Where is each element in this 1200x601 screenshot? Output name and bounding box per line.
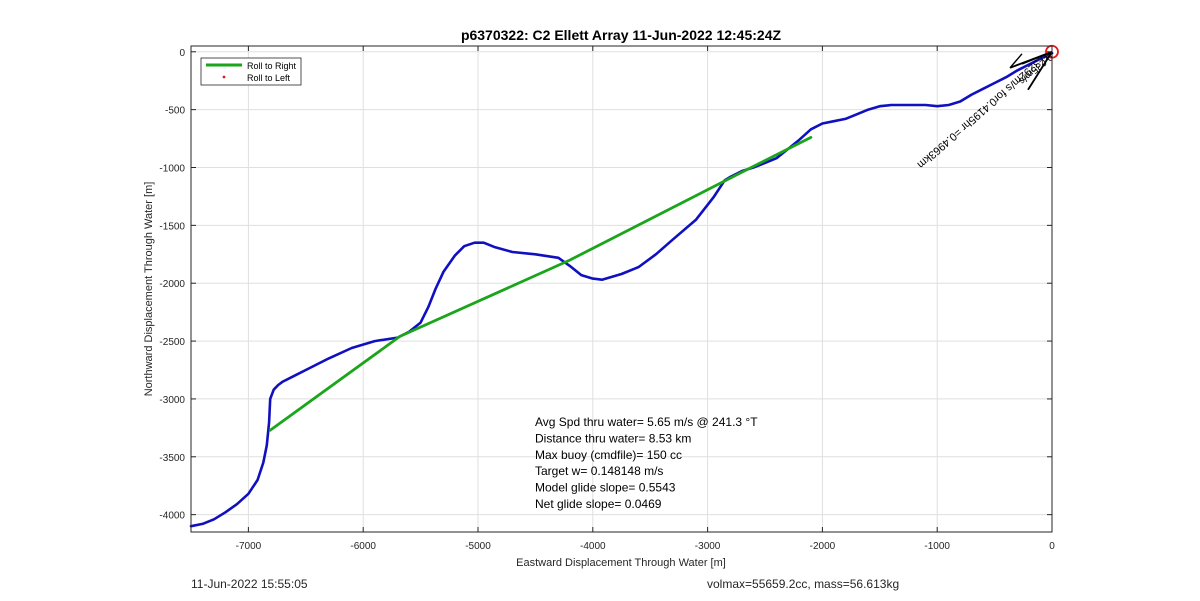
x-axis-label: Eastward Displacement Through Water [m] <box>516 557 726 569</box>
y-tick-label: -500 <box>165 106 185 117</box>
ticks: -7000 -6000 -5000 -4000 -3000 -2000 -1000 0 0 -50… <box>159 46 1055 552</box>
stats-annotation-line: Model glide slope= 0.5543 <box>535 481 676 495</box>
x-tick-label: -7000 <box>236 541 262 552</box>
x-tick-label: -4000 <box>580 541 606 552</box>
roll-right-line <box>268 135 813 432</box>
y-tick-label: -3500 <box>159 453 185 464</box>
stats-annotation-line: Avg Spd thru water= 5.65 m/s @ 241.3 °T <box>535 415 758 429</box>
x-tick-label: -2000 <box>810 541 836 552</box>
footer-volume-mass: volmax=55659.2cc, mass=56.613kg <box>707 577 900 591</box>
track-line <box>189 51 1054 528</box>
stats-annotation-line: Distance thru water= 8.53 km <box>535 431 691 445</box>
x-tick-label: -5000 <box>465 541 491 552</box>
y-axis-label: Northward Displacement Through Water [m] <box>143 182 155 397</box>
current-vector-line <box>1021 50 1053 65</box>
x-tick-label: -3000 <box>695 541 721 552</box>
stats-annotation-line: Max buoy (cmdfile)= 150 cc <box>535 448 682 462</box>
x-tick-label: -1000 <box>924 541 950 552</box>
y-tick-label: -2500 <box>159 337 185 348</box>
footer-timestamp: 11-Jun-2022 15:55:05 <box>191 577 308 591</box>
legend: Roll to Right Roll to Left <box>200 57 302 86</box>
y-tick-label: -3000 <box>159 395 185 406</box>
y-tick-label: 0 <box>179 48 185 59</box>
stats-annotation-line: Net glide slope= 0.0469 <box>535 497 662 511</box>
legend-box <box>200 57 302 86</box>
y-tick-label: -4000 <box>159 511 185 522</box>
legend-label-roll-left: Roll to Left <box>247 73 291 83</box>
axes-box <box>190 45 1053 533</box>
stats-annotations: Avg Spd thru water= 5.65 m/s @ 241.3 °T D… <box>535 415 758 511</box>
current-vector-line <box>1027 51 1053 91</box>
legend-swatch-roll-left <box>222 75 226 79</box>
y-tick-label: -1500 <box>159 221 185 232</box>
y-tick-label: -1000 <box>159 164 185 175</box>
chart-title: p6370322: C2 Ellett Array 11-Jun-2022 12… <box>461 27 782 43</box>
current-vector-line <box>1009 53 1023 69</box>
stats-annotation-line: Target w= 0.148148 m/s <box>535 464 663 478</box>
legend-label-roll-right: Roll to Right <box>247 61 297 71</box>
x-tick-label: 0 <box>1049 541 1055 552</box>
y-tick-label: -2000 <box>159 279 185 290</box>
x-tick-label: -6000 <box>350 541 376 552</box>
